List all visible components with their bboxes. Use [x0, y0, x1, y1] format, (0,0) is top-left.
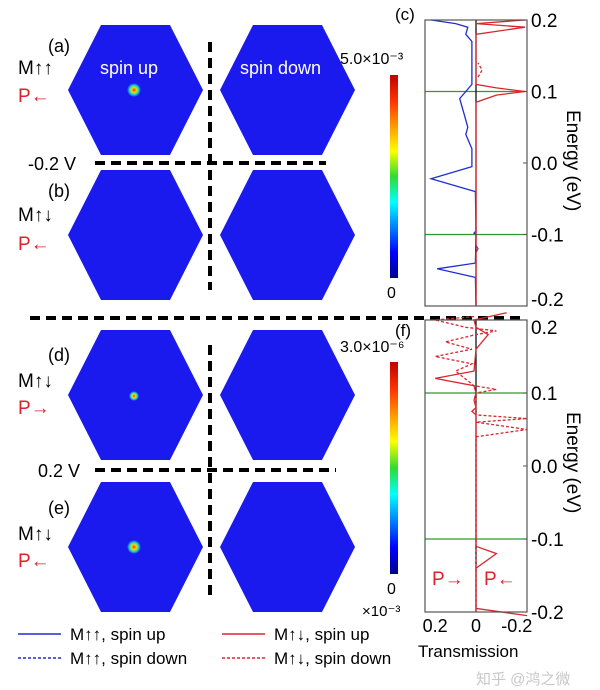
plot-c: 0.2 0.1 0.0 -0.1 -0.2 — [424, 11, 564, 311]
colorbar-bottom-max: 3.0×10⁻⁶ — [340, 339, 404, 356]
annotation-p-left: P← — [484, 569, 516, 590]
watermark: 知乎 @鸿之微 — [476, 671, 570, 688]
state-p-b: P← — [18, 234, 50, 255]
x-tick-label: 0.2 — [423, 616, 448, 636]
y-tick-label: 0.0 — [531, 457, 557, 478]
x-tick-label: 0 — [471, 616, 481, 636]
colorbar-bottom — [390, 362, 398, 574]
transmission-hotspot-a — [127, 83, 141, 97]
legend: M↑↑, spin up M↑↑, spin down M↑↓, spin up M↑… — [18, 625, 391, 668]
transmission-hotspot-d — [129, 391, 139, 401]
x-tick-label: -0.2 — [501, 616, 532, 636]
transmission-map-e-spin-down — [220, 482, 355, 612]
y-tick-label: 0.1 — [531, 83, 557, 104]
x-axis-label: Transmission — [418, 642, 518, 661]
column-label-spin-down: spin down — [240, 58, 321, 78]
panel-label-c: (c) — [395, 5, 415, 24]
panel-label-a: (a) — [48, 36, 70, 56]
transmission-map-b-spin-down — [220, 170, 355, 300]
y-tick-label: -0.1 — [531, 226, 564, 247]
y-axis-label-c: Energy (eV) — [562, 110, 583, 211]
colorbar-top-min: 0 — [387, 285, 396, 302]
colorbar-bottom-min: 0 — [387, 581, 396, 598]
panel-label-d: (d) — [48, 345, 70, 365]
x-scale-note: ×10⁻³ — [362, 603, 400, 620]
bias-label-top: -0.2 V — [28, 154, 76, 174]
annotation-p-right: P→ — [432, 569, 464, 590]
colorbar-top — [390, 75, 398, 278]
state-m-b: M↑↓ — [18, 205, 53, 226]
legend-label: M↑↑, spin down — [70, 649, 187, 668]
state-p-a: P← — [18, 86, 50, 107]
transmission-hotspot-e — [127, 540, 141, 554]
state-m-d: M↑↓ — [18, 371, 53, 392]
series-m-spin-up-line — [428, 19, 477, 307]
panel-label-f: (f) — [395, 321, 411, 340]
transmission-map-b-spin-up — [68, 170, 203, 300]
legend-label: M↑↑, spin up — [70, 625, 165, 644]
state-p-e: P← — [18, 551, 50, 572]
y-axis-label-f: Energy (eV) — [562, 412, 583, 513]
state-m-e: M↑↓ — [18, 524, 53, 545]
y-tick-label: -0.2 — [531, 290, 564, 311]
series-m-spin-down-line — [477, 62, 483, 78]
transmission-map-d-spin-down — [220, 330, 355, 460]
state-p-d: P→ — [18, 398, 50, 419]
transmission-map-a-spin-down — [220, 25, 355, 155]
legend-label: M↑↓, spin down — [274, 649, 391, 668]
column-label-spin-up: spin up — [100, 58, 158, 78]
series-m-spin-down-line — [435, 315, 528, 612]
panel-label-b: (b) — [48, 181, 70, 201]
y-tick-label: -0.2 — [531, 603, 564, 624]
plot-f: 0.2 0.1 0.0 -0.1 -0.2 0.2 0 -0.2 — [423, 312, 564, 636]
y-tick-label: 0.2 — [531, 11, 557, 32]
y-tick-label: -0.1 — [531, 530, 564, 551]
y-tick-label: 0.0 — [531, 154, 557, 175]
state-m-a: M↑↑ — [18, 58, 53, 79]
colorbar-top-max: 5.0×10⁻³ — [340, 51, 404, 68]
y-tick-label: 0.2 — [531, 318, 557, 339]
bias-label-bottom: 0.2 V — [38, 461, 80, 481]
legend-label: M↑↓, spin up — [274, 625, 369, 644]
series-m-spin-up-line — [475, 19, 526, 306]
panel-label-e: (e) — [48, 498, 70, 518]
y-tick-label: 0.1 — [531, 384, 557, 405]
